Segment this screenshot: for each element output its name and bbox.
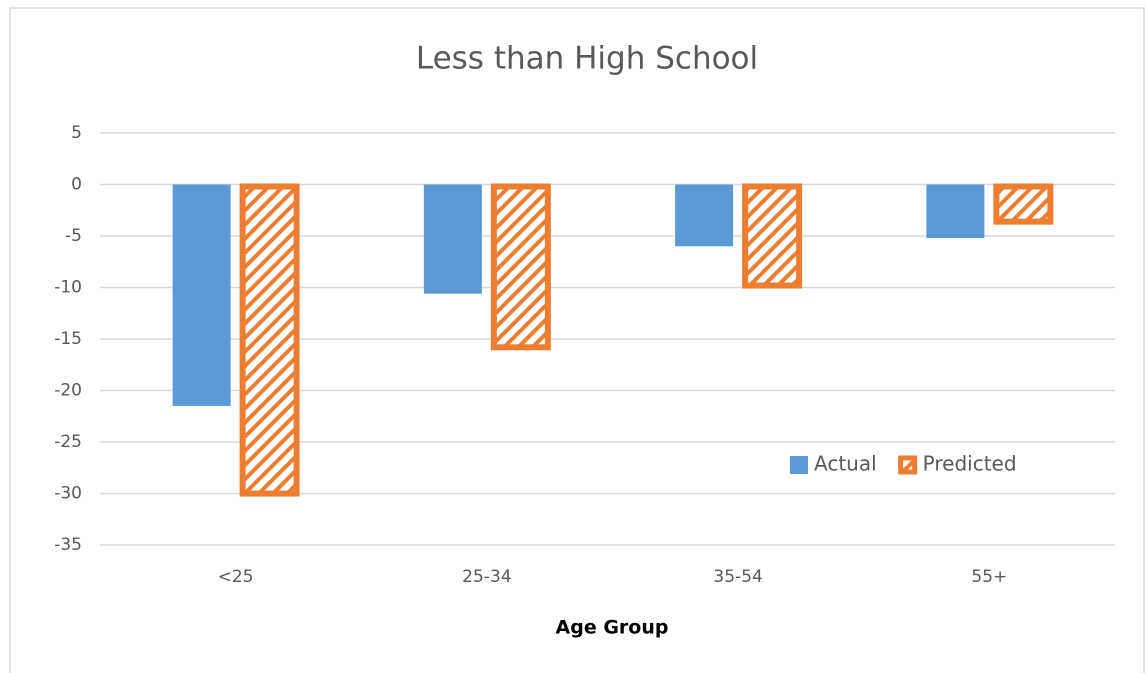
y-tick-label: 5: [71, 123, 82, 143]
legend-swatch: [790, 456, 808, 474]
x-tick-label: 35-54: [713, 567, 762, 587]
x-tick-label: 25-34: [462, 567, 511, 587]
bar: [490, 183, 551, 351]
y-tick-label: -5: [65, 226, 82, 246]
bar: [675, 184, 734, 247]
legend-swatch: [898, 455, 918, 475]
bar: [993, 183, 1054, 225]
bar: [172, 184, 231, 406]
y-tick-label: -15: [54, 329, 82, 349]
y-tick-label: -30: [54, 484, 82, 504]
x-tick-label: <25: [218, 567, 254, 587]
x-tick-label: 55+: [971, 567, 1007, 587]
legend-label: Actual: [814, 452, 877, 476]
x-axis-title: Age Group: [556, 617, 669, 639]
y-tick-label: -25: [54, 432, 82, 452]
y-tick-label: -10: [54, 278, 82, 298]
legend-label: Predicted: [923, 452, 1017, 476]
chart-title: Less than High School: [416, 41, 758, 77]
bar: [239, 183, 300, 497]
y-tick-label: -20: [54, 381, 82, 401]
y-tick-label: -35: [54, 535, 82, 555]
bar: [926, 184, 985, 239]
bar: [423, 184, 482, 294]
y-tick-label: 0: [71, 175, 82, 195]
bar: [742, 183, 803, 289]
